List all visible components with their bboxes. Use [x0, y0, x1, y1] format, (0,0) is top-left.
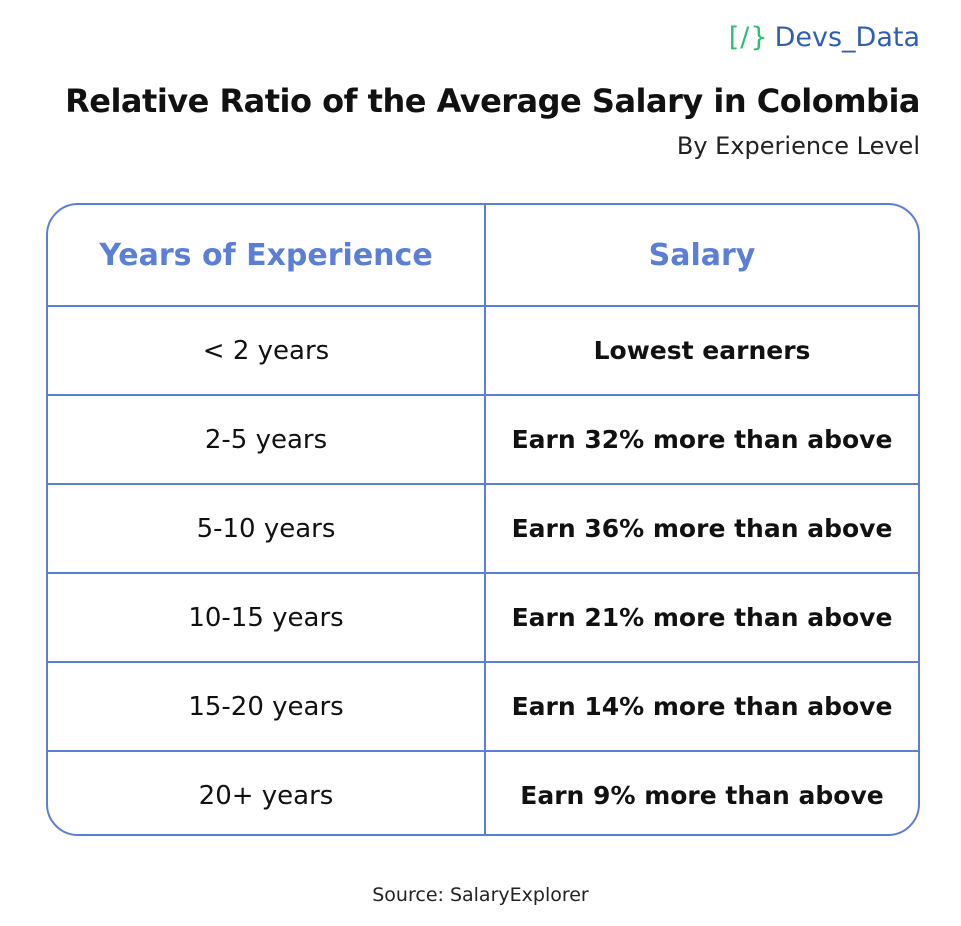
- table-row: 20+ years Earn 9% more than above: [48, 752, 918, 834]
- column-header: Salary: [648, 237, 756, 273]
- logo-text: Devs_Data: [774, 22, 920, 53]
- experience-cell: 20+ years: [48, 752, 486, 834]
- table-row: 5-10 years Earn 36% more than above: [48, 485, 918, 574]
- experience-cell: 2-5 years: [48, 396, 486, 483]
- title: Relative Ratio of the Average Salary in …: [65, 82, 920, 120]
- salary-cell: Earn 9% more than above: [520, 781, 884, 810]
- experience-cell: 5-10 years: [48, 485, 486, 572]
- header-row: Years of Experience Salary: [48, 205, 918, 307]
- subtitle: By Experience Level: [676, 132, 920, 160]
- salary-cell: Earn 14% more than above: [511, 692, 893, 721]
- experience-cell: 15-20 years: [48, 663, 486, 750]
- experience-cell: < 2 years: [48, 307, 486, 394]
- table-row: 2-5 years Earn 32% more than above: [48, 396, 918, 485]
- table: Years of Experience Salary < 2 years Lowe…: [46, 203, 920, 836]
- source: Source: SalaryExplorer: [372, 884, 589, 906]
- salary-cell: Earn 21% more than above: [511, 603, 893, 632]
- column-header: Years of Experience: [48, 205, 486, 305]
- table-row: 15-20 years Earn 14% more than above: [48, 663, 918, 752]
- experience-cell: 10-15 years: [48, 574, 486, 661]
- salary-cell: Lowest earners: [593, 336, 811, 365]
- salary-cell: Earn 32% more than above: [511, 425, 893, 454]
- logo-mark: [/}: [728, 22, 769, 53]
- table-row: 10-15 years Earn 21% more than above: [48, 574, 918, 663]
- salary-cell: Earn 36% more than above: [511, 514, 893, 543]
- table-row: < 2 years Lowest earners: [48, 307, 918, 396]
- logo: [/} Devs_Data: [729, 22, 920, 53]
